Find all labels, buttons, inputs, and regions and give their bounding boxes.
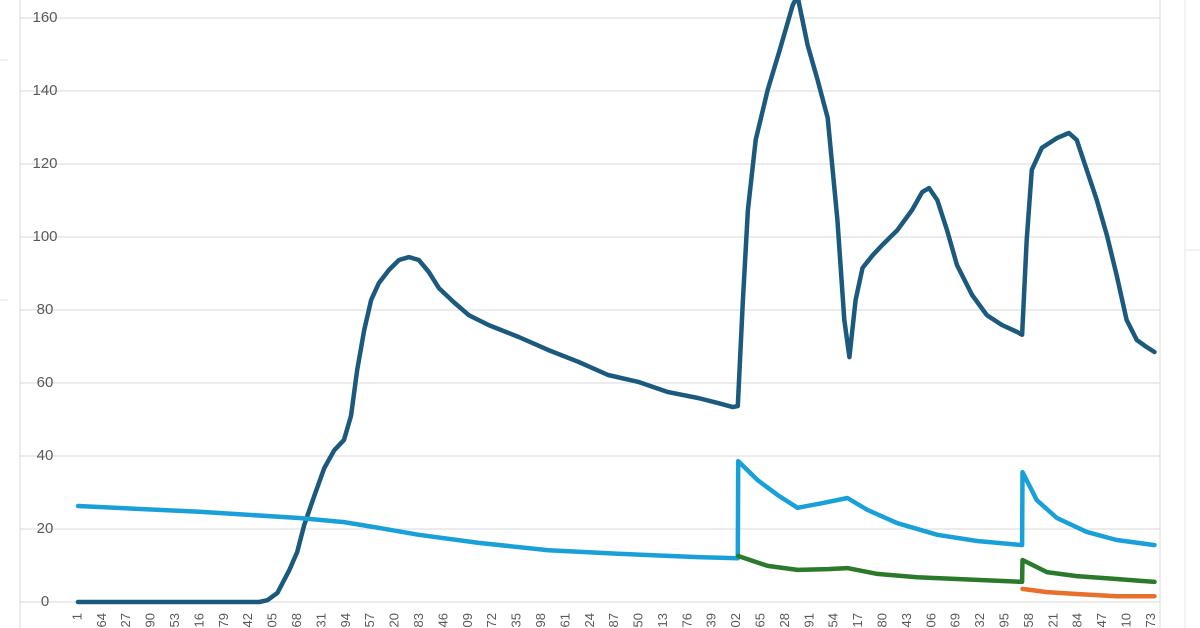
y-tick-label: 100 <box>32 228 57 245</box>
x-tick-label: 2206 <box>923 613 938 628</box>
series-line <box>1020 586 1157 599</box>
x-tick-label: 883 <box>411 613 426 628</box>
y-tick-label: 0 <box>41 593 49 610</box>
y-tick-label: 20 <box>37 520 54 537</box>
x-tick-label: 2017 <box>850 613 865 628</box>
x-tick-label: 1135 <box>509 613 524 628</box>
y-tick-label: 80 <box>37 301 54 318</box>
x-tick-label: 568 <box>289 613 304 628</box>
x-tick-label: 2395 <box>996 613 1011 628</box>
y-tick-label: 60 <box>37 374 54 391</box>
x-tick-label: 631 <box>313 613 328 628</box>
series-line <box>735 553 1157 585</box>
x-tick-label: 253 <box>167 613 182 628</box>
x-tick-label: 1954 <box>826 613 841 628</box>
x-tick-label: 2269 <box>948 613 963 628</box>
x-tick-label: 1639 <box>704 613 719 628</box>
y-tick-label: 160 <box>32 9 57 26</box>
x-tick-label: 1 <box>69 613 84 620</box>
x-tick-label: 190 <box>143 613 158 628</box>
x-tick-label: 2143 <box>899 613 914 628</box>
series-line <box>75 458 1157 561</box>
x-tick-label: 442 <box>240 613 255 628</box>
x-tick-label: 1576 <box>679 613 694 628</box>
x-tick-label: 1261 <box>557 613 572 628</box>
x-tick-label: 1198 <box>533 613 548 628</box>
y-tick-label: 140 <box>32 82 57 99</box>
y-tick-label: 40 <box>37 447 54 464</box>
x-tick-label: 820 <box>387 613 402 628</box>
x-tick-label: 1765 <box>753 613 768 628</box>
x-tick-label: 2332 <box>972 613 987 628</box>
x-tick-label: 2773 <box>1143 613 1158 628</box>
y-tick-label: 120 <box>32 155 57 172</box>
x-tick-label: 1324 <box>582 613 597 628</box>
x-tick-label: 2647 <box>1094 613 1109 628</box>
x-tick-label: 316 <box>191 613 206 628</box>
x-tick-label: 1072 <box>484 613 499 628</box>
x-tick-label: 505 <box>265 613 280 628</box>
x-tick-label: 2710 <box>1118 613 1133 628</box>
series-line <box>75 0 1157 605</box>
x-tick-label: 1387 <box>606 613 621 628</box>
x-tick-label: 1702 <box>728 613 743 628</box>
x-tick-label: 1450 <box>631 613 646 628</box>
x-tick-label: 2584 <box>1070 613 1085 628</box>
x-tick-label: 694 <box>338 613 353 628</box>
x-tick-label: 1513 <box>655 613 670 628</box>
x-tick-label: 1009 <box>460 613 475 628</box>
x-tick-label: 1828 <box>777 613 792 628</box>
x-tick-label: 64 <box>94 613 109 627</box>
x-tick-label: 379 <box>216 613 231 628</box>
x-tick-label: 1891 <box>801 613 816 628</box>
x-tick-label: 127 <box>118 613 133 628</box>
x-tick-label: 2458 <box>1021 613 1036 628</box>
x-tick-label: 2521 <box>1045 613 1060 628</box>
x-tick-label: 946 <box>435 613 450 628</box>
x-tick-label: 757 <box>362 613 377 628</box>
x-tick-label: 2080 <box>875 613 890 628</box>
